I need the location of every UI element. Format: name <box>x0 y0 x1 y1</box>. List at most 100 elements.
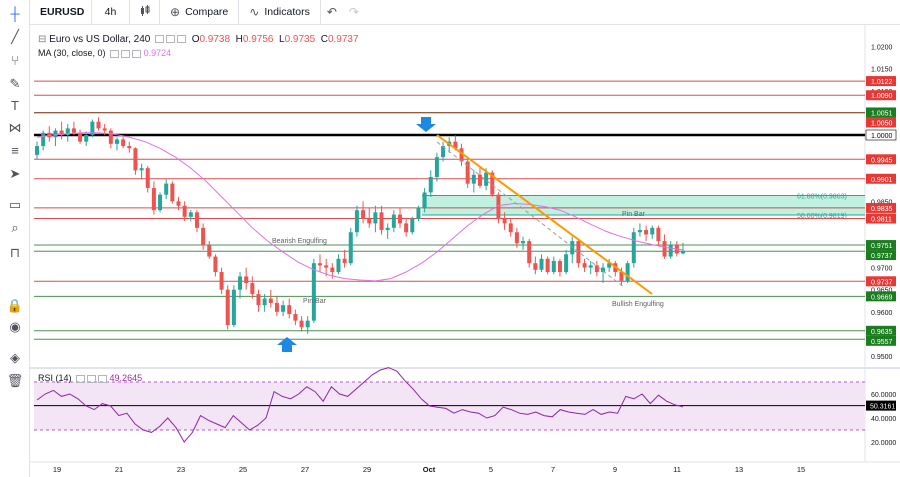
chart-type-button[interactable] <box>130 0 160 25</box>
compare-label: Compare <box>185 6 229 18</box>
candle-body <box>318 263 323 266</box>
price-tick-label: 0.9600 <box>871 310 893 317</box>
magnet-icon[interactable]: ⊓ <box>9 245 21 260</box>
candle-body <box>164 183 169 195</box>
candle-body <box>330 267 335 273</box>
open-label: O <box>191 34 200 45</box>
candle-body <box>287 305 292 315</box>
zoom-icon[interactable]: ⌕ <box>11 220 19 235</box>
legend-close-icon[interactable] <box>177 35 187 44</box>
ma-line <box>36 132 684 282</box>
candle-body <box>459 148 464 162</box>
candle-body <box>428 176 433 193</box>
legend-eye-icon[interactable] <box>155 35 165 44</box>
arrow-cursor-icon[interactable]: ➤ <box>9 166 21 181</box>
candle-body <box>250 283 255 295</box>
price-badge <box>866 76 896 87</box>
price-tick-label: 1.0150 <box>871 67 893 74</box>
candle-body <box>379 212 384 231</box>
candle-body <box>508 223 513 233</box>
rsi-settings-icon[interactable] <box>87 374 97 383</box>
time-tick-label: 25 <box>239 465 247 474</box>
price-badge <box>866 335 896 346</box>
candle-body <box>588 265 593 268</box>
brush-icon[interactable]: ✎ <box>9 76 21 91</box>
price-badge-label: 1.0050 <box>871 120 893 127</box>
candle-body <box>114 139 119 144</box>
candle-body <box>219 272 224 290</box>
price-badge-label: 1.0122 <box>871 79 893 86</box>
price-tick-label: 1.0200 <box>871 45 893 52</box>
candle-body <box>299 320 304 328</box>
arrow-down-icon <box>416 117 436 132</box>
indicators-label: Indicators <box>264 6 310 18</box>
candle-body <box>668 244 673 257</box>
time-tick-label: 7 <box>551 465 555 474</box>
rsi-line <box>36 367 684 443</box>
candle-body <box>582 263 587 268</box>
redo-icon: ↷ <box>348 5 359 19</box>
trash-icon[interactable]: 🗑 <box>6 373 24 388</box>
price-badge <box>866 250 896 261</box>
candle-body <box>404 223 409 233</box>
candle-body <box>108 130 113 144</box>
price-badge <box>866 291 896 302</box>
ma-eye-icon[interactable] <box>110 49 120 58</box>
candle-body <box>496 194 501 219</box>
drawing-toolbar: ┼ ╱ ⑂ ✎ T ⋈ ≡ ➤ ▭ ⌕ ⊓ 🔒 ◉ ◈ 🗑 <box>0 0 30 477</box>
lock-icon[interactable]: 🔒 <box>6 298 24 313</box>
candle-body <box>594 265 599 273</box>
price-badge-label: 0.9737 <box>871 253 893 260</box>
candle-body <box>373 212 378 224</box>
high-value: 0.9756 <box>242 34 274 45</box>
time-tick-label: 5 <box>489 465 493 474</box>
rsi-legend: RSI (14) 49.2645 <box>38 373 142 383</box>
interval-button[interactable]: 4h <box>92 0 130 25</box>
open-value: 0.9738 <box>199 34 231 45</box>
ma-close-icon[interactable] <box>132 49 142 58</box>
ma-settings-icon[interactable] <box>121 49 131 58</box>
candle-body <box>268 298 273 303</box>
ruler-icon[interactable]: ▭ <box>8 197 22 212</box>
rsi-eye-icon[interactable] <box>76 374 86 383</box>
trend-line <box>436 134 653 295</box>
candle-body <box>176 201 181 206</box>
rsi-tick-label: 60.0000 <box>871 392 896 399</box>
fib-icon[interactable]: ≡ <box>11 143 19 158</box>
trend-line-icon[interactable]: ╱ <box>11 29 19 44</box>
text-icon[interactable]: T <box>11 98 19 113</box>
legend-settings-icon[interactable] <box>166 35 176 44</box>
pattern-icon[interactable]: ⋈ <box>8 120 22 135</box>
candle-body <box>484 172 489 186</box>
low-value: 0.9735 <box>284 34 316 45</box>
pitchfork-icon[interactable]: ⑂ <box>11 53 19 68</box>
high-label: H <box>235 34 243 45</box>
candle-body <box>342 258 347 264</box>
symbol-label: EURUSD <box>40 6 85 18</box>
price-tick-label: 0.9850 <box>871 199 893 206</box>
close-label: C <box>320 34 328 45</box>
layers-icon[interactable]: ◈ <box>10 350 20 365</box>
rsi-close-icon[interactable] <box>98 374 108 383</box>
candle-body <box>410 218 415 233</box>
redo-button[interactable]: ↷ <box>343 0 365 25</box>
ma-legend: MA (30, close, 0) 0.9724 <box>38 48 171 58</box>
candle-body <box>551 260 556 273</box>
symbol-search-button[interactable]: EURUSD <box>0 0 92 25</box>
time-tick-label: 19 <box>53 465 61 474</box>
compare-button[interactable]: ⊕ Compare <box>160 0 240 25</box>
candle-body <box>238 276 243 290</box>
collapse-icon[interactable]: ⊟ <box>38 34 47 45</box>
undo-button[interactable]: ↶ <box>321 0 343 25</box>
crosshair-icon[interactable]: ┼ <box>10 6 20 21</box>
candle-body <box>244 276 249 284</box>
candle-body <box>397 214 402 224</box>
candle-body <box>121 139 126 147</box>
candle-body <box>453 141 458 149</box>
price-badge <box>866 325 896 336</box>
eye-icon[interactable]: ◉ <box>9 319 21 334</box>
candle-body <box>225 289 230 326</box>
indicators-button[interactable]: ∿ Indicators <box>239 0 321 25</box>
candle-body <box>557 260 562 273</box>
